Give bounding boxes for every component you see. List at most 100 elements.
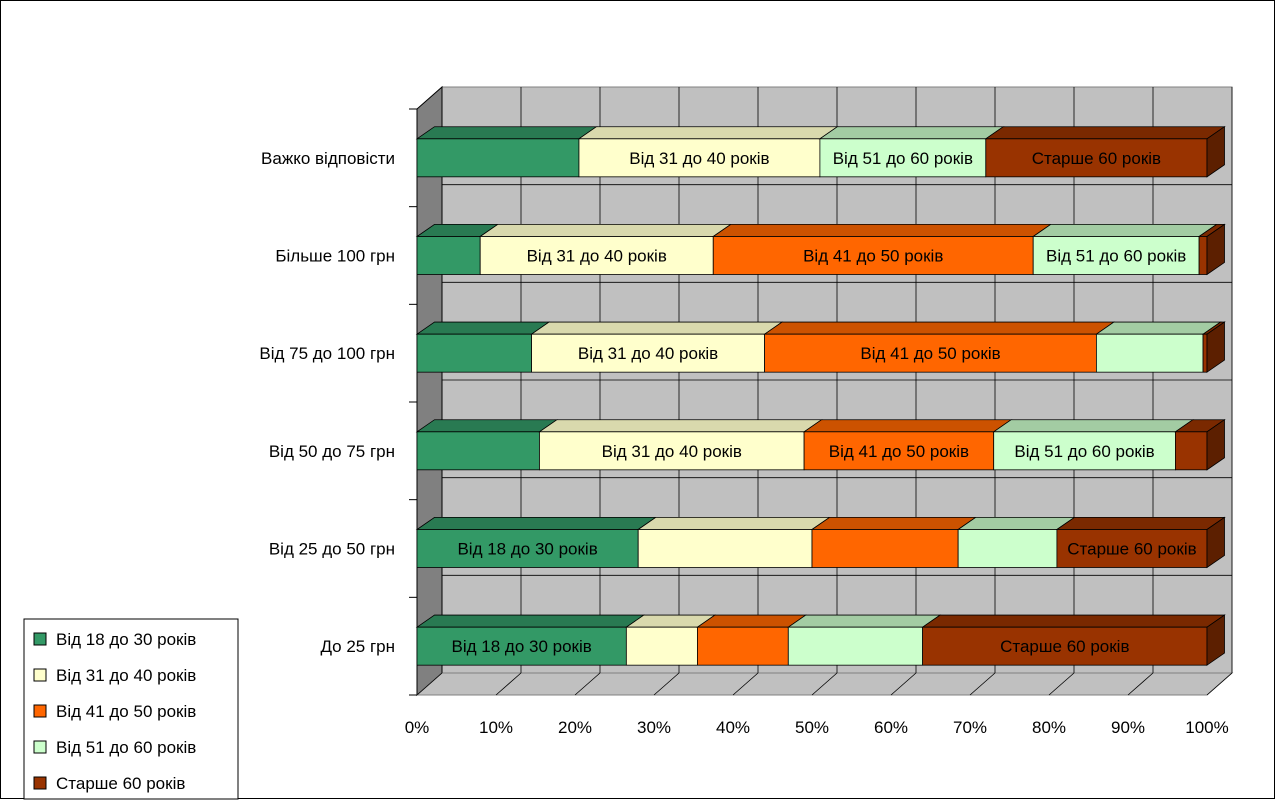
legend-label: Від 18 до 30 років [56, 630, 196, 649]
bar-top-face [810, 517, 977, 530]
bar-segment [416, 626, 627, 666]
bar-segment [1032, 236, 1200, 275]
data-label: Старше 60 років [1067, 540, 1196, 559]
bar-segment [416, 529, 639, 568]
data-label: Від 51 до 60 років [833, 149, 973, 168]
data-label: Від 18 до 30 років [452, 637, 592, 656]
side-wall [416, 85, 443, 697]
bar-segment [1202, 333, 1208, 373]
bar-top-face [530, 321, 784, 335]
bar-top-face [415, 419, 559, 433]
category-label: До 25 грн [320, 637, 395, 656]
bar-end-face [1206, 418, 1225, 471]
gridline-floor [811, 672, 838, 696]
legend-label: Старше 60 років [56, 774, 185, 793]
data-label: Від 51 до 60 років [1046, 247, 1186, 266]
bar-top-face [1031, 223, 1218, 237]
bar-segment [416, 431, 540, 471]
bar-segment [1175, 431, 1208, 471]
data-label: Старше 60 років [1032, 149, 1161, 168]
data-label: Від 51 до 60 років [1014, 442, 1154, 461]
legend-swatch [33, 776, 47, 790]
bar-segment [578, 138, 821, 178]
bar-top-face [415, 126, 598, 140]
gridline-floor [574, 672, 601, 696]
gridline-floor [653, 672, 680, 696]
bar-segment [787, 626, 923, 666]
x-tick-label: 50% [795, 718, 829, 737]
data-label: Від 31 до 40 років [629, 149, 769, 168]
x-tick-label: 100% [1185, 718, 1228, 737]
bar-segment [985, 138, 1208, 178]
bar-top-face [415, 321, 551, 335]
data-label: Старше 60 років [1000, 637, 1129, 656]
bar-segment [416, 333, 532, 373]
bar-segment [539, 431, 805, 471]
gridline-floor [416, 672, 443, 696]
bar-segment [625, 626, 698, 666]
bar-end-face [1206, 223, 1225, 276]
x-tick-label: 10% [479, 718, 513, 737]
bar-end-face [1206, 614, 1225, 666]
x-tick-label: 20% [558, 718, 592, 737]
gridline-floor [732, 672, 759, 696]
bar-end-face [1206, 125, 1225, 178]
legend-label: Від 31 до 40 років [56, 666, 196, 685]
bar-top-face [984, 126, 1226, 140]
category-label: Від 25 до 50 грн [269, 540, 395, 559]
data-label: Від 41 до 50 років [829, 442, 969, 461]
bar-top-face [696, 614, 808, 628]
bar-top-face [921, 614, 1226, 628]
bar-top-face [478, 223, 733, 237]
category-label: Від 75 до 100 грн [259, 344, 395, 363]
legend-swatch [33, 668, 47, 682]
data-label: Від 31 до 40 років [527, 247, 667, 266]
x-tick-label: 30% [637, 718, 671, 737]
x-tick-label: 60% [874, 718, 908, 737]
category-label: Важко відповісти [261, 149, 395, 168]
legend-swatch [33, 740, 47, 754]
bar-top-face [956, 517, 1076, 530]
bar-top-face [415, 517, 657, 530]
legend-label: Від 41 до 50 років [56, 702, 196, 721]
bar-segment [803, 431, 995, 471]
bar-top-face [992, 419, 1195, 433]
bar-segment [637, 529, 813, 568]
bar-top-face [711, 223, 1052, 237]
data-label: Від 18 до 30 років [457, 540, 597, 559]
bar-segment [416, 236, 481, 275]
bar-top-face [818, 126, 1005, 140]
gridline-floor [1127, 672, 1154, 696]
x-tick-label: 90% [1111, 718, 1145, 737]
bar-segment [479, 236, 714, 275]
x-tick-label: 40% [716, 718, 750, 737]
bar-segment [993, 431, 1176, 471]
bar-top-face [802, 419, 1013, 433]
bar-top-face [1095, 321, 1222, 335]
bar-top-face [1055, 517, 1226, 530]
bar-segment [957, 529, 1058, 568]
data-label: Від 41 до 50 років [860, 344, 1000, 363]
bar-end-face [1206, 516, 1225, 569]
data-label: Від 31 до 40 років [578, 344, 718, 363]
bar-top-face [636, 517, 831, 530]
gridline-floor [495, 672, 522, 696]
legend-label: Від 51 до 60 років [56, 738, 196, 757]
legend-box [23, 618, 239, 800]
gridline-floor [1206, 672, 1233, 696]
bar-segment [697, 626, 789, 666]
bar-top-face [577, 126, 839, 140]
bar-segment [1198, 236, 1208, 275]
bar-segment [1096, 333, 1204, 373]
category-label: Від 50 до 75 грн [269, 442, 395, 461]
bar-segment [712, 236, 1034, 275]
bar-segment [416, 138, 580, 178]
x-tick-label: 0% [405, 718, 430, 737]
bar-segment [819, 138, 987, 178]
bar-top-face [763, 321, 1116, 335]
bar-end-face [1206, 321, 1225, 373]
bar-segment [1056, 529, 1208, 568]
gridline-floor [890, 672, 917, 696]
bar-top-face [415, 614, 646, 628]
bar-segment [811, 529, 959, 568]
